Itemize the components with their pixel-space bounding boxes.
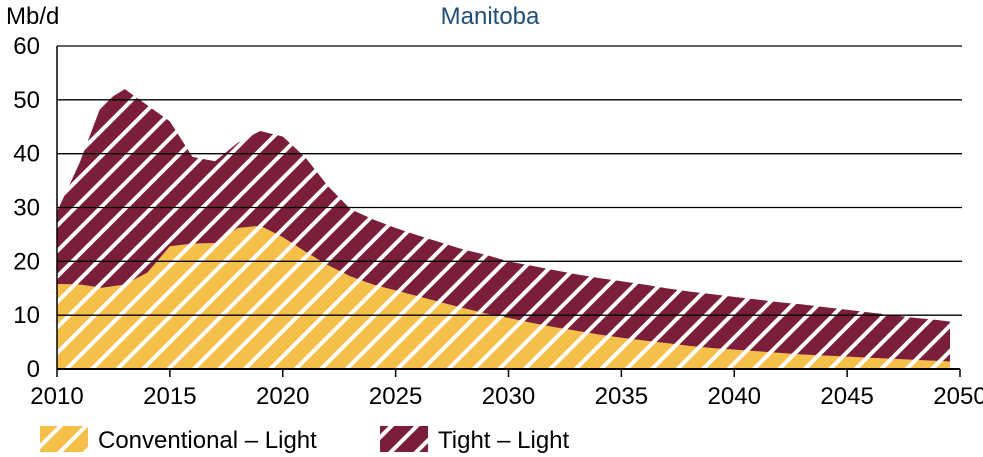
legend-label-conventional-light: Conventional – Light bbox=[98, 427, 317, 454]
legend-label-tight-light: Tight – Light bbox=[438, 427, 570, 454]
y-tick-label-20: 20 bbox=[13, 248, 40, 275]
y-axis-ticks: 0 10 20 30 40 50 60 bbox=[13, 33, 40, 383]
y-tick-label-10: 10 bbox=[13, 302, 40, 329]
y-tick-label-50: 50 bbox=[13, 87, 40, 114]
legend-swatch-conventional-light bbox=[40, 426, 88, 452]
y-tick-label-0: 0 bbox=[27, 356, 40, 383]
x-axis-ticks: 2010 2015 2020 2025 2030 2035 2040 2045 2050 bbox=[30, 369, 983, 410]
x-tick-label-2040: 2040 bbox=[708, 383, 761, 410]
legend: Conventional – Light Tight – Light bbox=[40, 426, 570, 454]
legend-swatch-tight-light bbox=[380, 426, 428, 452]
y-tick-label-40: 40 bbox=[13, 141, 40, 168]
y-axis-unit-label: Mb/d bbox=[6, 3, 59, 30]
y-tick-label-30: 30 bbox=[13, 195, 40, 222]
chart-title: Manitoba bbox=[441, 3, 540, 30]
x-tick-label-2025: 2025 bbox=[369, 383, 422, 410]
x-tick-label-2010: 2010 bbox=[30, 383, 83, 410]
plot-areas bbox=[57, 89, 950, 369]
x-tick-label-2030: 2030 bbox=[482, 383, 535, 410]
x-tick-label-2050: 2050 bbox=[933, 383, 983, 410]
x-tick-label-2045: 2045 bbox=[820, 383, 873, 410]
area-series-tight-light bbox=[57, 89, 950, 362]
x-tick-label-2035: 2035 bbox=[595, 383, 648, 410]
x-tick-label-2020: 2020 bbox=[256, 383, 309, 410]
y-tick-label-60: 60 bbox=[13, 33, 40, 60]
x-tick-label-2015: 2015 bbox=[143, 383, 196, 410]
